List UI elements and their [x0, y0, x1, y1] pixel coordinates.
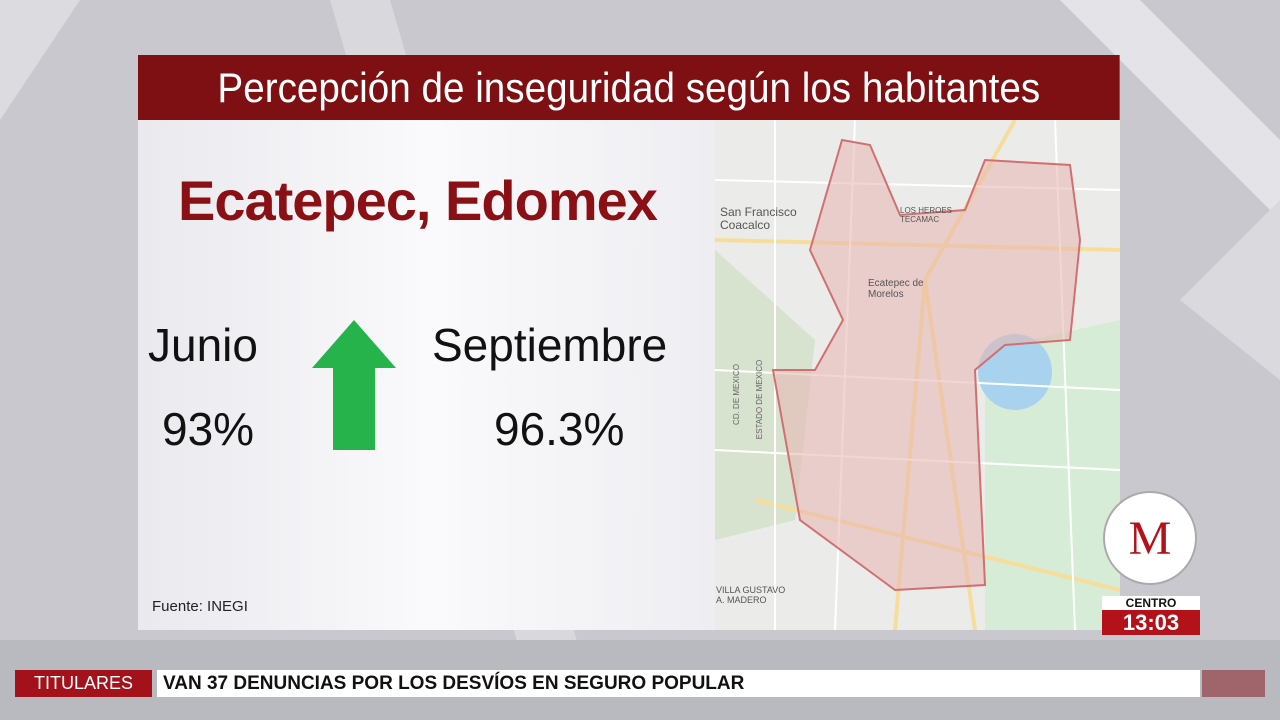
map-label: LOS HEROES TECAMAC: [900, 206, 953, 224]
source: Fuente: INEGI: [152, 598, 248, 615]
ticker-text: VAN 37 DENUNCIAS POR LOS DESVÍOS EN SEGU…: [157, 670, 1200, 697]
logo-text: M: [1129, 512, 1172, 565]
ticker-end: [1202, 670, 1265, 697]
map-label: San Francisco Coacalco: [720, 205, 797, 232]
map-label: CD. DE MEXICO: [731, 364, 741, 425]
map-label: VILLA GUSTAVO A. MADERO: [716, 585, 786, 605]
percent: 93%: [162, 403, 255, 455]
month-label: Junio: [148, 319, 258, 371]
info-panel: [138, 120, 715, 630]
logo: M: [1103, 491, 1197, 585]
ticker-label: TITULARES: [15, 670, 152, 697]
title: Percepción de inseguridad según los habi…: [138, 55, 1120, 120]
percent: 96.3%: [494, 403, 625, 455]
clock: 13:03: [1102, 610, 1200, 635]
place: Ecatepec, Edomex: [178, 169, 658, 232]
region: CENTRO: [1102, 596, 1200, 610]
map-label: Ecatepec de Morelos: [868, 278, 924, 300]
up-arrow: [312, 320, 396, 450]
map-label: ESTADO DE MEXICO: [755, 359, 765, 440]
month-label: Septiembre: [432, 319, 668, 371]
map: [715, 120, 1120, 630]
